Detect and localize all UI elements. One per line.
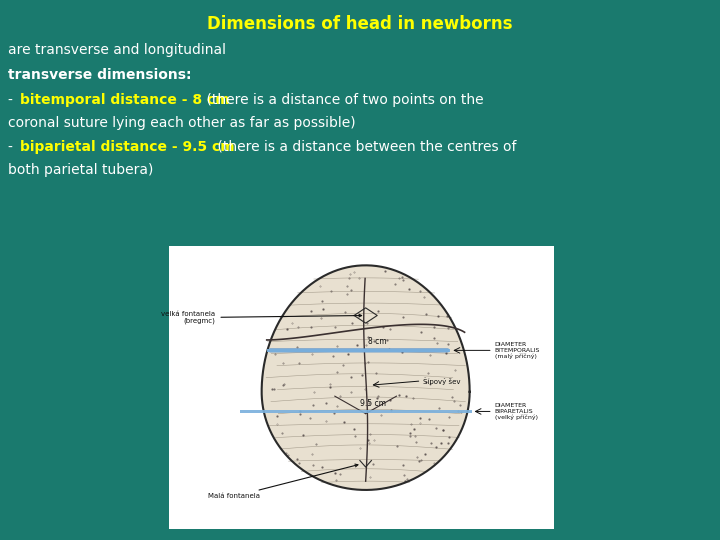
- Text: bitemporal distance - 8 cm: bitemporal distance - 8 cm: [20, 93, 230, 107]
- Text: coronal suture lying each other as far as possible): coronal suture lying each other as far a…: [8, 116, 356, 130]
- Text: -: -: [8, 140, 17, 154]
- Text: transverse dimensions:: transverse dimensions:: [8, 68, 192, 82]
- Text: are transverse and longitudinal: are transverse and longitudinal: [8, 43, 226, 57]
- Text: DIAMETER
BIPARETALIS
(velký příčný): DIAMETER BIPARETALIS (velký příčný): [495, 403, 538, 420]
- Bar: [267, 349, 451, 352]
- Text: Šípový šev: Šípový šev: [423, 377, 461, 384]
- Text: 9.5 cm: 9.5 cm: [360, 399, 387, 408]
- Text: (there is a distance between the centres of: (there is a distance between the centres…: [213, 140, 516, 154]
- Text: Dimensions of head in newborns: Dimensions of head in newborns: [207, 15, 513, 33]
- Text: Malá fontanela: Malá fontanela: [208, 464, 358, 500]
- Text: biparietal distance - 9.5 cm: biparietal distance - 9.5 cm: [20, 140, 235, 154]
- Text: -: -: [8, 93, 17, 107]
- Text: (there is a distance of two points on the: (there is a distance of two points on th…: [202, 93, 484, 107]
- Text: both parietal tubera): both parietal tubera): [8, 163, 153, 177]
- Bar: [240, 410, 472, 413]
- Bar: [169, 246, 554, 529]
- Polygon shape: [261, 265, 469, 490]
- Text: velká fontanela
(bregmc): velká fontanela (bregmc): [161, 311, 361, 325]
- Text: DIAMETER
BITEMPORALIS
(malý příčný): DIAMETER BITEMPORALIS (malý příčný): [495, 342, 540, 359]
- Text: 8 cm: 8 cm: [368, 338, 387, 347]
